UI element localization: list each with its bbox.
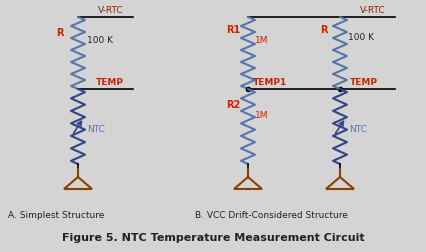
Text: TEMP1: TEMP1 bbox=[253, 78, 287, 87]
Text: TEMP: TEMP bbox=[96, 78, 124, 87]
Text: 100 K: 100 K bbox=[87, 36, 113, 45]
Text: Figure 5. NTC Temperature Measurement Circuit: Figure 5. NTC Temperature Measurement Ci… bbox=[62, 232, 364, 242]
Text: A. Simplest Structure: A. Simplest Structure bbox=[8, 210, 104, 219]
Text: NTC: NTC bbox=[87, 124, 105, 134]
Text: R2: R2 bbox=[226, 100, 240, 110]
Text: TEMP: TEMP bbox=[350, 78, 378, 87]
Text: R: R bbox=[56, 28, 63, 38]
Text: R1: R1 bbox=[226, 25, 240, 35]
Text: B. VCC Drift-Considered Structure: B. VCC Drift-Considered Structure bbox=[195, 210, 348, 219]
Text: 100 K: 100 K bbox=[348, 33, 374, 42]
Text: R: R bbox=[320, 25, 328, 35]
Text: V-RTC: V-RTC bbox=[360, 6, 386, 15]
Text: V-RTC: V-RTC bbox=[98, 6, 124, 15]
Text: 1M: 1M bbox=[255, 111, 268, 119]
Text: NTC: NTC bbox=[349, 124, 367, 134]
Text: 1M: 1M bbox=[255, 36, 268, 45]
